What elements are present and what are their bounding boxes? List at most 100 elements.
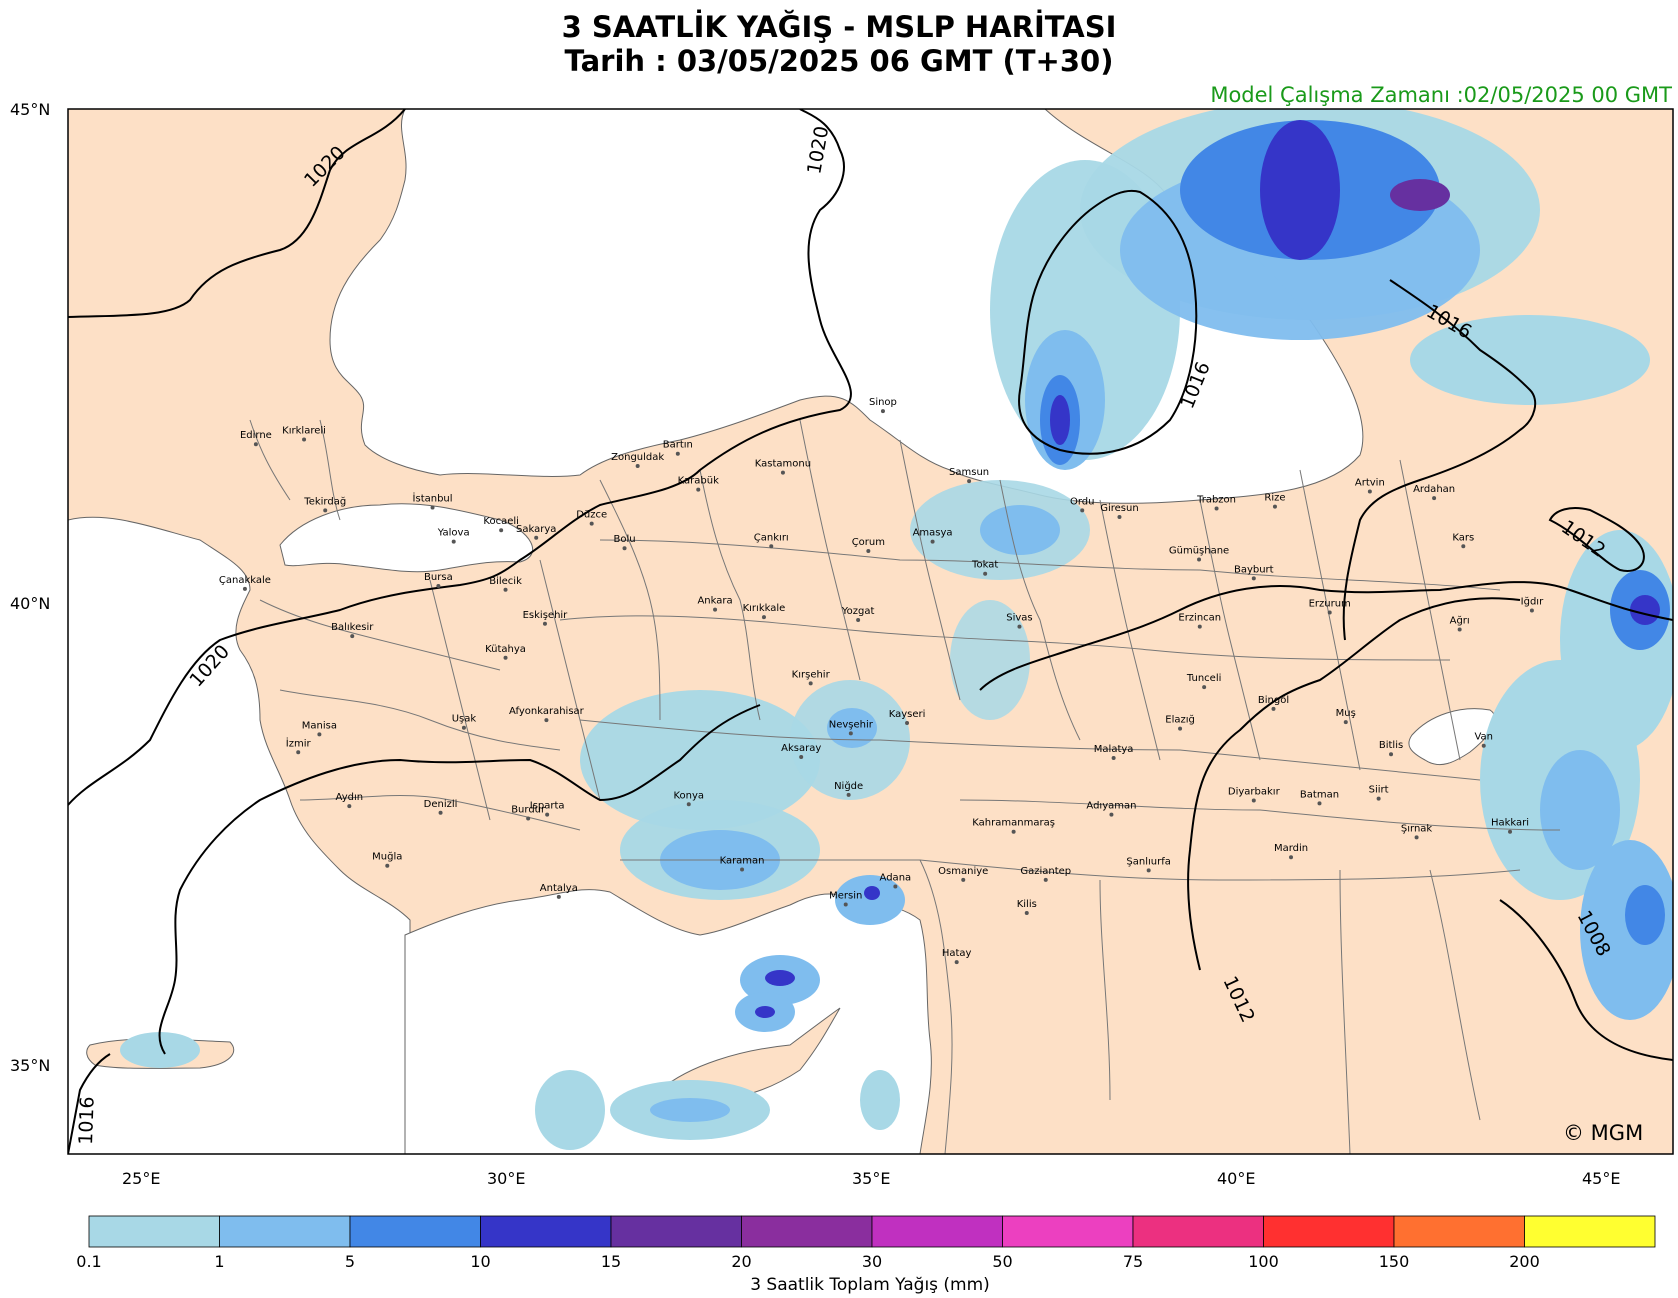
city-label: Isparta bbox=[530, 801, 565, 812]
city-label: Balıkesir bbox=[331, 622, 374, 633]
city-marker bbox=[1146, 868, 1151, 873]
city-marker bbox=[848, 731, 853, 736]
city-marker bbox=[556, 894, 561, 899]
lon-label-45: 45°E bbox=[1582, 1169, 1620, 1188]
city-marker bbox=[242, 586, 247, 591]
city-label: Mersin bbox=[829, 890, 862, 901]
city-layer: Edirne Kırklareli Tekirdağ İstanbul Kocaeli Y… bbox=[219, 397, 1544, 965]
city-marker bbox=[347, 804, 352, 809]
city-marker bbox=[1251, 798, 1256, 803]
city-label: Konya bbox=[673, 790, 704, 801]
city-marker bbox=[1457, 627, 1462, 632]
lat-label-45: 45°N bbox=[10, 100, 50, 119]
city-marker bbox=[983, 571, 988, 576]
city-marker bbox=[1389, 752, 1394, 757]
city-label: Bitlis bbox=[1379, 740, 1403, 751]
city-label: Kırklareli bbox=[282, 426, 326, 437]
isobar-1008 bbox=[1499, 899, 1673, 1061]
city-label: Kilis bbox=[1017, 899, 1037, 910]
colorbar-segment bbox=[871, 1215, 1003, 1248]
city-label: Artvin bbox=[1355, 477, 1385, 488]
city-marker bbox=[1343, 720, 1348, 725]
city-marker bbox=[1109, 812, 1114, 817]
city-label: Muş bbox=[1336, 708, 1356, 719]
city-marker bbox=[503, 655, 508, 660]
city-label: Sakarya bbox=[516, 524, 556, 535]
city-marker bbox=[769, 544, 774, 549]
city-marker bbox=[675, 451, 680, 456]
city-marker bbox=[1024, 910, 1029, 915]
colorbar-tick-label: 75 bbox=[1123, 1252, 1143, 1271]
city-marker bbox=[542, 621, 547, 626]
isobar-1020-central bbox=[68, 109, 852, 806]
colorbar-tick-label: 0.1 bbox=[76, 1252, 101, 1271]
city-marker bbox=[430, 505, 435, 510]
map-title: 3 SAATLİK YAĞIŞ - MSLP HARİTASI bbox=[561, 10, 1117, 44]
city-label: Samsun bbox=[949, 467, 989, 478]
city-marker bbox=[323, 508, 328, 513]
city-marker bbox=[545, 812, 550, 817]
map-content: 1020 1020 1020 1016 1016 1016 1012 1012 … bbox=[68, 109, 1673, 1154]
city-marker bbox=[780, 470, 785, 475]
city-label: Rize bbox=[1264, 493, 1285, 504]
city-label: Ağrı bbox=[1450, 614, 1470, 626]
colorbar-segment bbox=[349, 1215, 481, 1248]
city-label: Bayburt bbox=[1234, 564, 1274, 575]
city-label: Bartın bbox=[663, 440, 693, 451]
city-label: Tokat bbox=[971, 560, 998, 571]
city-marker bbox=[1178, 726, 1183, 731]
city-label: Kahramanmaraş bbox=[972, 818, 1055, 829]
city-marker bbox=[880, 409, 885, 414]
city-marker bbox=[526, 816, 531, 821]
city-marker bbox=[622, 546, 627, 551]
isobar-lines bbox=[68, 109, 1673, 1154]
city-label: Yalova bbox=[437, 528, 470, 539]
colorbar-segment bbox=[1002, 1215, 1134, 1248]
mediterranean-sea bbox=[404, 889, 932, 1154]
city-marker bbox=[740, 867, 745, 872]
map-date-subtitle: Tarih : 03/05/2025 06 GMT (T+30) bbox=[564, 44, 1114, 78]
city-label: Çanakkale bbox=[219, 575, 271, 586]
city-label: Giresun bbox=[1100, 503, 1138, 514]
precipitation-colorbar: 0.1 1 5 10 15 20 30 50 75 100 150 200 bbox=[76, 1215, 1656, 1271]
city-marker bbox=[954, 960, 959, 965]
city-marker bbox=[1271, 706, 1276, 711]
city-label: Erzincan bbox=[1178, 613, 1221, 624]
lon-label-30: 30°E bbox=[487, 1169, 525, 1188]
city-marker bbox=[1043, 877, 1048, 882]
city-marker bbox=[317, 732, 322, 737]
city-label: Trabzon bbox=[1196, 495, 1236, 506]
city-marker bbox=[1251, 576, 1256, 581]
colorbar-tick-label: 100 bbox=[1248, 1252, 1279, 1271]
colorbar-tick-label: 1 bbox=[214, 1252, 224, 1271]
city-label: Zonguldak bbox=[611, 452, 664, 463]
colorbar-segment bbox=[1524, 1215, 1656, 1248]
city-marker bbox=[1117, 515, 1122, 520]
lon-label-25: 25°E bbox=[122, 1169, 160, 1188]
city-label: Kars bbox=[1452, 532, 1474, 543]
city-label: Kırıkkale bbox=[743, 603, 786, 614]
city-marker bbox=[534, 535, 539, 540]
city-marker bbox=[1414, 835, 1419, 840]
colorbar-segment bbox=[610, 1215, 742, 1248]
colorbar-segment bbox=[219, 1215, 351, 1248]
isobar-1020-west bbox=[158, 704, 761, 1055]
isobar-1012-east bbox=[1187, 597, 1521, 971]
city-marker bbox=[967, 479, 972, 484]
city-label: Karaman bbox=[720, 855, 765, 866]
city-marker bbox=[1197, 624, 1202, 629]
city-label: Aydın bbox=[336, 792, 364, 803]
city-marker bbox=[635, 463, 640, 468]
city-label: Malatya bbox=[1094, 744, 1134, 755]
city-label: Niğde bbox=[834, 780, 863, 792]
colorbar-tick-label: 200 bbox=[1509, 1252, 1540, 1271]
isobar-1016-northeast bbox=[1342, 279, 1537, 641]
city-label: Bursa bbox=[424, 572, 453, 583]
city-label: Edirne bbox=[240, 430, 272, 441]
city-label: Çankırı bbox=[754, 532, 789, 543]
city-label: Ardahan bbox=[1413, 484, 1455, 495]
map-frame bbox=[67, 108, 1674, 1155]
city-label: Eskişehir bbox=[523, 610, 569, 621]
city-marker bbox=[253, 442, 258, 447]
